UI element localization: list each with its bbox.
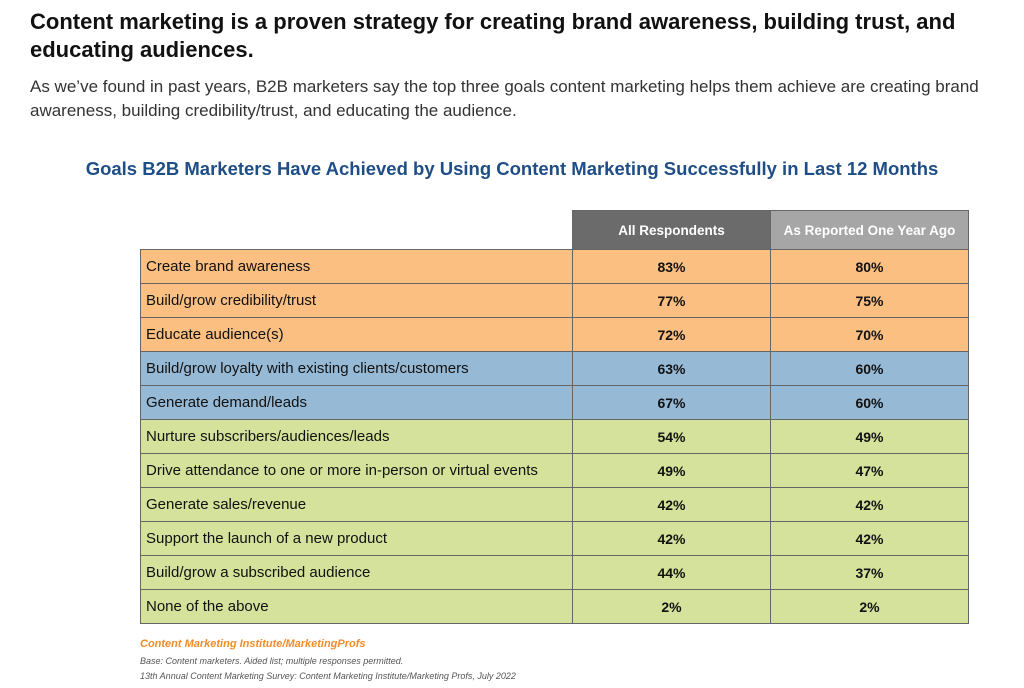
value-one-year-ago: 37% (770, 555, 969, 590)
table-row: Nurture subscribers/audiences/leads 54% 49… (140, 419, 969, 454)
value-one-year-ago: 42% (770, 521, 969, 556)
goals-table: All Respondents As Reported One Year Ago… (140, 210, 969, 624)
value-one-year-ago: 80% (770, 249, 969, 284)
row-label: Generate sales/revenue (140, 487, 573, 522)
table-row: Support the launch of a new product 42% 42… (140, 521, 969, 556)
table-row: Generate demand/leads 67% 60% (140, 385, 969, 420)
value-one-year-ago: 47% (770, 453, 969, 488)
value-one-year-ago: 70% (770, 317, 969, 352)
table-row: Build/grow loyalty with existing clients… (140, 351, 969, 386)
value-all-respondents: 44% (572, 555, 771, 590)
value-all-respondents: 63% (572, 351, 771, 386)
value-all-respondents: 67% (572, 385, 771, 420)
column-header-all-respondents: All Respondents (572, 210, 771, 250)
table-row: Drive attendance to one or more in-perso… (140, 453, 969, 488)
intro-paragraph: As we’ve found in past years, B2B market… (30, 77, 979, 120)
row-label: Educate audience(s) (140, 317, 573, 352)
header-blank-cell (140, 210, 573, 250)
value-one-year-ago: 60% (770, 351, 969, 386)
value-all-respondents: 72% (572, 317, 771, 352)
value-one-year-ago: 60% (770, 385, 969, 420)
value-all-respondents: 42% (572, 521, 771, 556)
row-label: Build/grow credibility/trust (140, 283, 573, 318)
row-label: Create brand awareness (140, 249, 573, 284)
value-all-respondents: 49% (572, 453, 771, 488)
table-header-row: All Respondents As Reported One Year Ago (140, 210, 969, 250)
survey-note: 13th Annual Content Marketing Survey: Co… (140, 671, 516, 681)
row-label: Generate demand/leads (140, 385, 573, 420)
value-one-year-ago: 2% (770, 589, 969, 624)
source-credit: Content Marketing Institute/MarketingPro… (140, 638, 366, 650)
value-one-year-ago: 75% (770, 283, 969, 318)
table-row: Build/grow a subscribed audience 44% 37% (140, 555, 969, 590)
table-row: None of the above 2% 2% (140, 589, 969, 624)
value-all-respondents: 2% (572, 589, 771, 624)
table-row: Create brand awareness 83% 80% (140, 249, 969, 284)
page-heading: Content marketing is a proven strategy f… (30, 9, 956, 62)
table-body: Create brand awareness 83% 80% Build/grow c… (140, 249, 969, 624)
value-all-respondents: 42% (572, 487, 771, 522)
row-label: Support the launch of a new product (140, 521, 573, 556)
table-row: Educate audience(s) 72% 70% (140, 317, 969, 352)
row-label: Drive attendance to one or more in-perso… (140, 453, 573, 488)
table-row: Build/grow credibility/trust 77% 75% (140, 283, 969, 318)
value-all-respondents: 77% (572, 283, 771, 318)
value-one-year-ago: 42% (770, 487, 969, 522)
row-label: Build/grow a subscribed audience (140, 555, 573, 590)
column-header-one-year-ago: As Reported One Year Ago (770, 210, 969, 250)
value-one-year-ago: 49% (770, 419, 969, 454)
base-note: Base: Content marketers. Aided list; mul… (140, 656, 404, 666)
table-row: Generate sales/revenue 42% 42% (140, 487, 969, 522)
row-label: Build/grow loyalty with existing clients… (140, 351, 573, 386)
row-label: None of the above (140, 589, 573, 624)
value-all-respondents: 83% (572, 249, 771, 284)
chart-title: Goals B2B Marketers Have Achieved by Usi… (85, 158, 939, 179)
row-label: Nurture subscribers/audiences/leads (140, 419, 573, 454)
value-all-respondents: 54% (572, 419, 771, 454)
